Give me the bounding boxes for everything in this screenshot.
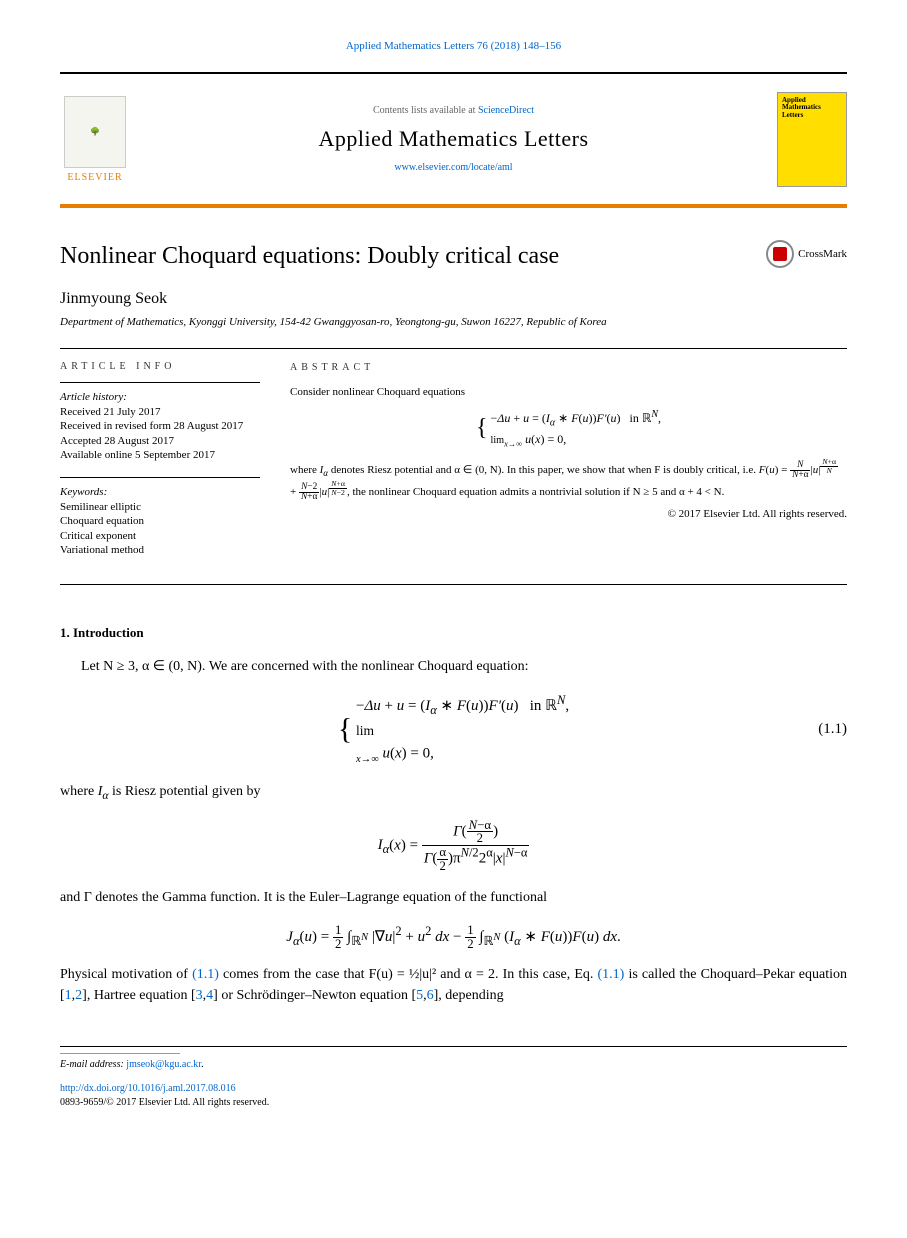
article-history-block: Article history: Received 21 July 2017 R… bbox=[60, 382, 260, 462]
riesz-potential-equation: Iα(x) = Γ(N−α2) Γ(α2)πN/22α|x|N−α bbox=[60, 819, 847, 873]
crossmark-badge[interactable]: CrossMark bbox=[766, 240, 847, 268]
author-email-link[interactable]: jmseok@kgu.ac.kr bbox=[126, 1059, 201, 1070]
abstract-label: ABSTRACT bbox=[290, 361, 847, 375]
email-label: E-mail address: bbox=[60, 1059, 126, 1070]
journal-reference[interactable]: Applied Mathematics Letters 76 (2018) 14… bbox=[60, 40, 847, 52]
citation-link[interactable]: 1 bbox=[65, 988, 72, 1003]
citation-link[interactable]: 6 bbox=[427, 988, 434, 1003]
page-container: Applied Mathematics Letters 76 (2018) 14… bbox=[0, 0, 907, 1150]
history-line: Available online 5 September 2017 bbox=[60, 448, 260, 462]
corresponding-email: E-mail address: jmseok@kgu.ac.kr. bbox=[60, 1058, 847, 1072]
header-center: Contents lists available at ScienceDirec… bbox=[130, 105, 777, 173]
history-line: Accepted 28 August 2017 bbox=[60, 434, 260, 448]
article-title: Nonlinear Choquard equations: Doubly cri… bbox=[60, 243, 847, 270]
crossmark-icon bbox=[766, 240, 794, 268]
contents-available-line: Contents lists available at ScienceDirec… bbox=[130, 105, 777, 116]
keyword: Critical exponent bbox=[60, 529, 260, 543]
equation-number: (1.1) bbox=[818, 718, 847, 741]
abstract-body: where Iα denotes Riesz potential and α ∈… bbox=[290, 458, 847, 503]
history-title: Article history: bbox=[60, 391, 260, 403]
keywords-block: Keywords: Semilinear elliptic Choquard e… bbox=[60, 477, 260, 557]
journal-homepage-link[interactable]: www.elsevier.com/locate/aml bbox=[130, 162, 777, 173]
doi-link[interactable]: http://dx.doi.org/10.1016/j.aml.2017.08.… bbox=[60, 1083, 236, 1094]
elsevier-tree-icon: 🌳 bbox=[64, 96, 126, 168]
article-info-label: ARTICLE INFO bbox=[60, 361, 260, 372]
section-heading-introduction: 1. Introduction bbox=[60, 625, 847, 641]
keyword: Variational method bbox=[60, 543, 260, 557]
citation-link[interactable]: 5 bbox=[416, 988, 423, 1003]
contents-prefix: Contents lists available at bbox=[373, 105, 478, 116]
page-footer: E-mail address: jmseok@kgu.ac.kr. http:/… bbox=[60, 1046, 847, 1110]
author-affiliation: Department of Mathematics, Kyonggi Unive… bbox=[60, 316, 847, 328]
history-line: Received 21 July 2017 bbox=[60, 405, 260, 419]
author-name[interactable]: Jinmyoung Seok bbox=[60, 290, 847, 308]
equation-1-1: { −Δu + u = (Iα ∗ F(u))F′(u) in ℝN, limx… bbox=[60, 691, 847, 767]
abstract-equation: { −Δu + u = (Iα ∗ F(u))F′(u) in ℝN, limx… bbox=[290, 408, 847, 450]
history-line: Received in revised form 28 August 2017 bbox=[60, 419, 260, 433]
abstract-intro: Consider nonlinear Choquard equations bbox=[290, 385, 847, 400]
sciencedirect-link[interactable]: ScienceDirect bbox=[478, 105, 534, 116]
info-abstract-block: ARTICLE INFO Article history: Received 2… bbox=[60, 348, 847, 585]
intro-paragraph-1: Let N ≥ 3, α ∈ (0, N). We are concerned … bbox=[60, 656, 847, 677]
equation-ref-link[interactable]: (1.1) bbox=[192, 967, 219, 982]
keywords-title: Keywords: bbox=[60, 486, 260, 498]
article-info-column: ARTICLE INFO Article history: Received 2… bbox=[60, 349, 275, 584]
intro-paragraph-4: Physical motivation of (1.1) comes from … bbox=[60, 964, 847, 1006]
cover-title: Applied Mathematics Letters bbox=[782, 97, 842, 120]
crossmark-label: CrossMark bbox=[798, 248, 847, 260]
intro-paragraph-3: and Γ denotes the Gamma function. It is … bbox=[60, 887, 847, 908]
journal-cover-thumbnail[interactable]: Applied Mathematics Letters bbox=[777, 92, 847, 187]
abstract-copyright: © 2017 Elsevier Ltd. All rights reserved… bbox=[290, 507, 847, 522]
citation-link[interactable]: 3 bbox=[196, 988, 203, 1003]
journal-name: Applied Mathematics Letters bbox=[130, 126, 777, 152]
equation-ref-link[interactable]: (1.1) bbox=[598, 967, 625, 982]
keyword: Choquard equation bbox=[60, 514, 260, 528]
functional-equation: Jα(u) = 12 ∫ℝN |∇u|2 + u2 dx − 12 ∫ℝN (I… bbox=[60, 922, 847, 951]
abstract-column: ABSTRACT Consider nonlinear Choquard equ… bbox=[275, 349, 847, 584]
intro-paragraph-2: where Iα is Riesz potential given by bbox=[60, 781, 847, 804]
publisher-logo[interactable]: 🌳 ELSEVIER bbox=[60, 96, 130, 183]
introduction-body: Let N ≥ 3, α ∈ (0, N). We are concerned … bbox=[60, 656, 847, 1006]
keyword: Semilinear elliptic bbox=[60, 500, 260, 514]
publisher-name: ELSEVIER bbox=[60, 172, 130, 183]
issn-copyright-line: 0893-9659/© 2017 Elsevier Ltd. All right… bbox=[60, 1096, 847, 1110]
journal-header: 🌳 ELSEVIER Contents lists available at S… bbox=[60, 72, 847, 208]
